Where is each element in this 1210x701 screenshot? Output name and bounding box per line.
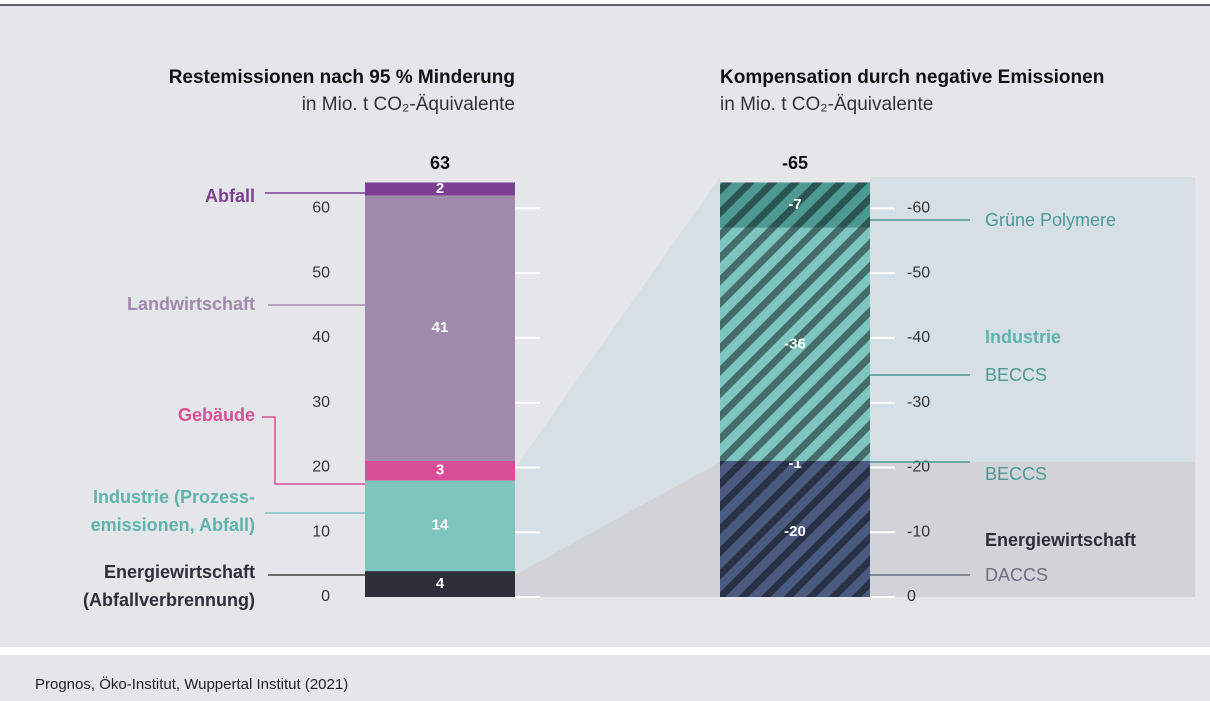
hatch bbox=[720, 467, 870, 597]
series-name: BECCS bbox=[985, 365, 1047, 385]
series-name: Grüne Polymere bbox=[985, 210, 1116, 230]
group-name: Industrie bbox=[985, 327, 1061, 347]
footer: Prognos, Öko-Institut, Wuppertal Institu… bbox=[35, 675, 348, 693]
bar-segment bbox=[365, 480, 515, 572]
series-name: DACCS bbox=[985, 565, 1048, 585]
segment-label: 3 bbox=[436, 462, 444, 479]
y-tick-label: -40 bbox=[907, 329, 930, 346]
y-tick-label: 0 bbox=[907, 588, 916, 605]
bar-segment bbox=[365, 195, 515, 461]
total-label: -65 bbox=[782, 153, 808, 173]
left-subtitle: in Mio. t CO₂-Äquivalente bbox=[302, 94, 515, 115]
y-tick-label: -20 bbox=[907, 459, 930, 476]
bar-segment bbox=[365, 182, 515, 196]
series-name: Landwirtschaft bbox=[127, 294, 255, 314]
y-tick-label: 10 bbox=[312, 523, 330, 540]
segment-label: -36 bbox=[784, 335, 806, 352]
y-tick-label: -30 bbox=[907, 394, 930, 411]
footer-background bbox=[0, 655, 1210, 701]
bar-segment bbox=[365, 460, 515, 481]
y-tick-label: 50 bbox=[312, 264, 330, 281]
series-name: emissionen, Abfall) bbox=[91, 515, 255, 535]
y-tick-label: -60 bbox=[907, 200, 930, 217]
y-tick-label: -10 bbox=[907, 523, 930, 540]
series-name: Energiewirtschaft bbox=[104, 562, 255, 582]
series-name: Gebäude bbox=[178, 405, 255, 425]
hatch bbox=[720, 182, 870, 228]
y-tick-label: 60 bbox=[312, 200, 330, 217]
y-tick-label: 0 bbox=[321, 588, 330, 605]
series-name: BECCS bbox=[985, 464, 1047, 484]
y-tick-label: 30 bbox=[312, 394, 330, 411]
segment-label: 2 bbox=[436, 180, 444, 197]
funnel-energy bbox=[515, 462, 720, 597]
hatch bbox=[720, 460, 870, 468]
left-title: Restemissionen nach 95 % Minderung bbox=[169, 67, 515, 88]
y-tick-label: 40 bbox=[312, 329, 330, 346]
segment-label: -7 bbox=[788, 196, 801, 213]
bar-segment bbox=[365, 571, 515, 597]
right-subtitle: in Mio. t CO₂-Äquivalente bbox=[720, 94, 933, 115]
series-name: Industrie (Prozess- bbox=[93, 487, 255, 507]
y-tick-label: -50 bbox=[907, 264, 930, 281]
segment-label: -20 bbox=[784, 523, 806, 540]
segment-label: 14 bbox=[432, 517, 449, 534]
segment-label: 4 bbox=[436, 575, 445, 592]
segment-label: 41 bbox=[432, 319, 449, 336]
funnel-industry bbox=[515, 177, 720, 575]
y-tick-label: 20 bbox=[312, 459, 330, 476]
leader-line bbox=[262, 416, 365, 485]
series-name: (Abfallverbrennung) bbox=[83, 590, 255, 610]
series-name: Abfall bbox=[205, 186, 255, 206]
hatch bbox=[720, 227, 870, 461]
group-name: Energiewirtschaft bbox=[985, 530, 1136, 550]
industry-region bbox=[870, 177, 1195, 462]
right-title: Kompensation durch negative Emissionen bbox=[720, 67, 1104, 88]
total-label: 63 bbox=[430, 153, 450, 173]
